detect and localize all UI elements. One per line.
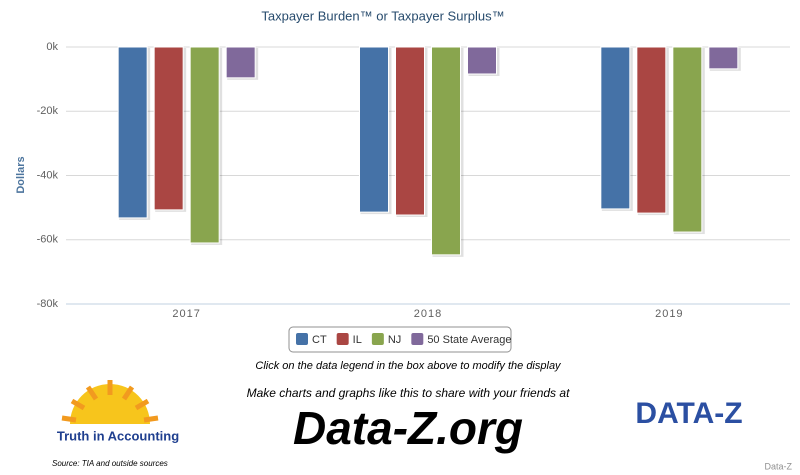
y-tick-label: -80k <box>37 298 59 310</box>
chart-title: Taxpayer Burden™ or Taxpayer Surplus™ <box>261 8 504 23</box>
legend-item[interactable]: NJ <box>371 333 401 346</box>
bar <box>225 46 256 79</box>
dataz-logo: DATA-Z <box>635 397 742 430</box>
y-tick-label: -20k <box>37 105 59 117</box>
y-axis-label: Dollars <box>15 156 27 193</box>
legend-item[interactable]: 50 State Average <box>411 333 512 346</box>
hint: Click on the data legend in the box abov… <box>255 360 562 372</box>
legend[interactable]: CT IL NJ 50 State Average <box>288 326 512 353</box>
legend-label: CT <box>312 334 327 346</box>
bar <box>153 46 184 211</box>
site-name: Data-Z.org <box>293 402 523 454</box>
bar <box>117 46 148 219</box>
legend-swatch <box>411 333 424 345</box>
x-tick-label: 2018 <box>414 308 442 320</box>
legend-item[interactable]: IL <box>336 333 362 346</box>
tia-sun <box>61 380 159 424</box>
bar <box>431 46 461 256</box>
source: Source: TIA and outside sources <box>52 459 168 468</box>
legend-item[interactable]: CT <box>296 333 327 346</box>
plot-area: 0k -20k -40k -60k -80k 2017 2018 2019 <box>37 41 790 320</box>
bar <box>467 46 497 75</box>
y-tick-label: 0k <box>46 41 58 53</box>
y-tick-label: -60k <box>37 234 59 246</box>
promo: Make charts and graphs like this to shar… <box>247 386 570 400</box>
tia-logo: Truth in Accounting <box>57 428 179 443</box>
legend-swatch <box>296 333 308 345</box>
y-tick-label: -40k <box>37 169 59 181</box>
bar <box>189 46 220 244</box>
legend-swatch <box>371 333 384 345</box>
x-tick-label: 2017 <box>172 308 200 320</box>
bar <box>708 46 739 70</box>
legend-swatch <box>336 333 349 345</box>
credit: Data-Z <box>764 461 792 471</box>
legend-label: IL <box>353 334 362 346</box>
bar <box>395 46 425 216</box>
bar <box>636 46 667 214</box>
bar <box>600 46 631 210</box>
bar <box>359 46 389 213</box>
legend-label: NJ <box>388 334 401 346</box>
bar <box>672 46 703 233</box>
legend-label: 50 State Average <box>427 334 511 346</box>
x-tick-label: 2019 <box>655 308 683 320</box>
